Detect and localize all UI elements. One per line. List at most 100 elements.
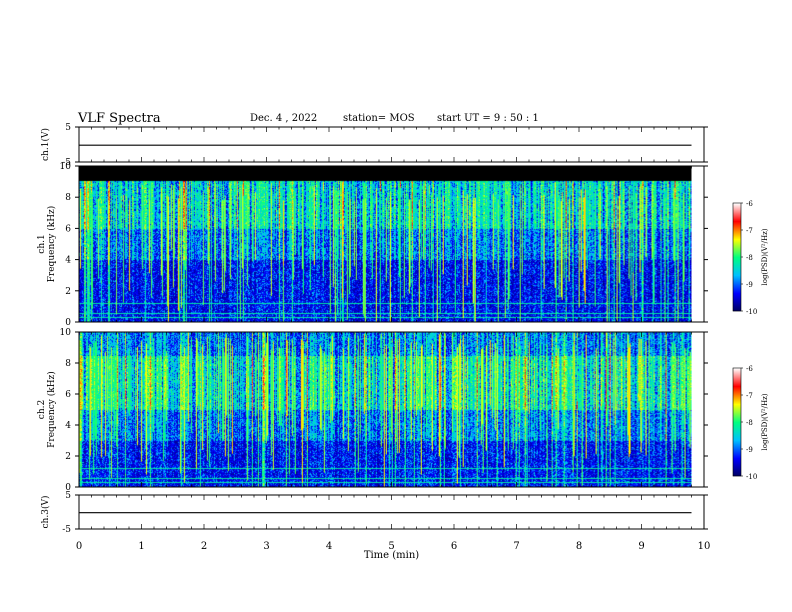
colorbar-cell <box>733 241 741 243</box>
colorbar-cell <box>733 422 741 424</box>
colorbar-cell <box>733 370 741 372</box>
colorbar-cell <box>733 250 741 252</box>
colorbar-cell <box>733 469 741 471</box>
colorbar-cell <box>733 282 741 284</box>
colorbar-cell <box>733 269 741 271</box>
colorbar-cell <box>733 253 741 255</box>
colorbar-tick-label: -8 <box>746 254 753 262</box>
colorbar-cell <box>733 426 741 428</box>
colorbar-cell <box>733 429 741 431</box>
colorbar-cell <box>733 259 741 261</box>
colorbar-cell <box>733 442 741 444</box>
colorbar-cell <box>733 437 741 439</box>
colorbar-cell <box>733 278 741 280</box>
colorbar-cell <box>733 410 741 412</box>
x-tick-label: 7 <box>513 541 519 552</box>
colorbar-cell <box>733 371 741 373</box>
colorbar-cell <box>733 256 741 258</box>
colorbar-cell <box>733 435 741 437</box>
colorbar-cell <box>733 414 741 416</box>
ch2-spectrogram <box>79 332 692 487</box>
colorbar-cell <box>733 416 741 418</box>
colorbar-cell <box>733 252 741 254</box>
colorbar-cell <box>733 467 741 469</box>
colorbar-cell <box>733 229 741 231</box>
colorbar-cell <box>733 447 741 449</box>
colorbar-cell <box>733 226 741 228</box>
y-tick-label: 0 <box>65 483 71 493</box>
colorbar-label: log(PSD)(V²/Hz) <box>761 228 769 285</box>
colorbar-cell <box>733 474 741 476</box>
colorbar-cell <box>733 264 741 266</box>
colorbar-cell <box>733 281 741 283</box>
x-tick-label: 10 <box>698 541 711 552</box>
colorbar-cell <box>733 452 741 454</box>
colorbar-cell <box>733 238 741 240</box>
colorbar-cell <box>733 466 741 468</box>
colorbar-cell <box>733 402 741 404</box>
colorbar-cell <box>733 372 741 374</box>
colorbar-cell <box>733 292 741 294</box>
colorbar-cell <box>733 211 741 213</box>
y-tick-label: 4 <box>65 421 71 431</box>
colorbar-tick-label: -9 <box>746 446 753 454</box>
y-tick-label: 6 <box>65 390 71 400</box>
colorbar-cell <box>733 257 741 259</box>
colorbar-cell <box>733 258 741 260</box>
colorbar-cell <box>733 233 741 235</box>
colorbar-cell <box>733 446 741 448</box>
y-axis-label: ch.2 <box>37 400 47 419</box>
colorbar-cell <box>733 268 741 270</box>
colorbar-cell <box>733 391 741 393</box>
colorbar-tick-label: -6 <box>746 365 753 373</box>
colorbar-cell <box>733 246 741 248</box>
panel-frame <box>78 126 705 163</box>
colorbar-cell <box>733 208 741 210</box>
colorbar-cell <box>733 271 741 273</box>
y-tick-label: 10 <box>60 328 72 338</box>
colorbar-cell <box>733 251 741 253</box>
y-tick-label: 8 <box>65 359 71 369</box>
colorbar-cell <box>733 272 741 274</box>
colorbar-cell <box>733 230 741 232</box>
colorbar-cell <box>733 433 741 435</box>
colorbar-cell <box>733 306 741 308</box>
colorbar-cell <box>733 398 741 400</box>
colorbar-cell <box>733 280 741 282</box>
colorbar-tick-label: -7 <box>746 392 753 400</box>
colorbar-cell <box>733 430 741 432</box>
chart-title: VLF Spectra <box>78 111 161 126</box>
colorbar-cell <box>733 236 741 238</box>
colorbar-cell <box>733 431 741 433</box>
colorbar-cell <box>733 471 741 473</box>
colorbar-cell <box>733 399 741 401</box>
colorbar-cell <box>733 470 741 472</box>
colorbar-label: log(PSD)(V²/Hz) <box>761 393 769 450</box>
y-tick-label: 2 <box>65 452 71 462</box>
colorbar-cell <box>733 401 741 403</box>
colorbar-cell <box>733 475 741 477</box>
colorbar-cell <box>733 285 741 287</box>
colorbar-cell <box>733 220 741 222</box>
colorbar-cell <box>733 427 741 429</box>
colorbar-cell <box>733 224 741 226</box>
colorbar-cell <box>733 215 741 217</box>
panel-frames <box>75 126 708 530</box>
colorbar-cell <box>733 459 741 461</box>
colorbar-cell <box>733 444 741 446</box>
colorbar-cell <box>733 407 741 409</box>
colorbar-cell <box>733 287 741 289</box>
colorbar-cell <box>733 460 741 462</box>
colorbar-cell <box>733 204 741 206</box>
colorbar-cell <box>733 310 741 312</box>
x-tick-label: 4 <box>326 541 332 552</box>
colorbar-cell <box>733 239 741 241</box>
x-tick-label: 6 <box>451 541 457 552</box>
colorbar-cell <box>733 472 741 474</box>
colorbar-cell <box>733 420 741 422</box>
colorbar-cell <box>733 424 741 426</box>
colorbar-cell <box>733 418 741 420</box>
colorbar-cell <box>733 404 741 406</box>
station-label: station= MOS <box>343 113 415 124</box>
colorbar-cell <box>733 381 741 383</box>
